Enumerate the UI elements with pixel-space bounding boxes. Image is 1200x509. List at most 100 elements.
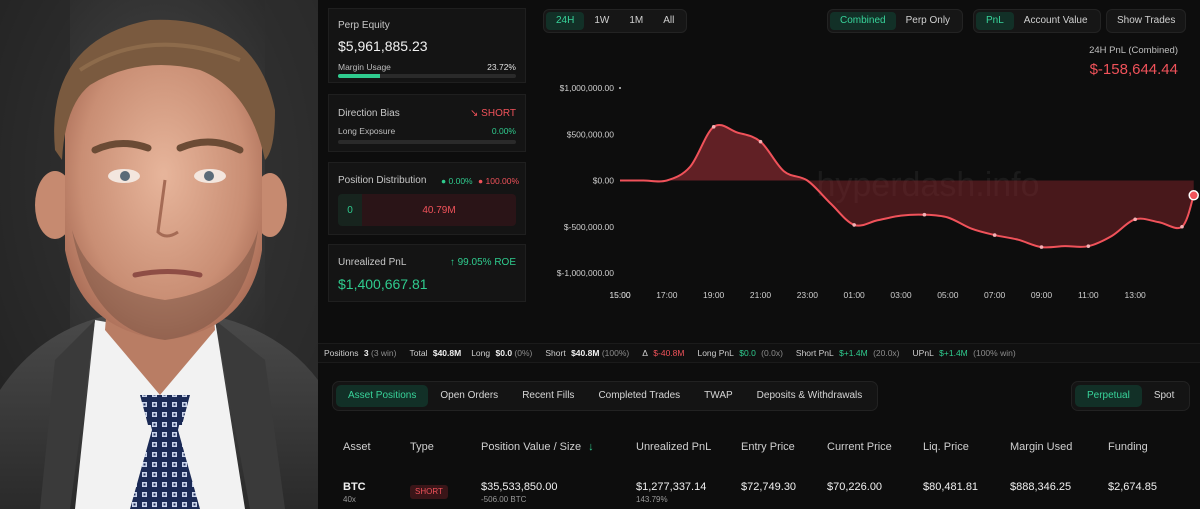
y-tick-label: $500,000.00 <box>567 129 615 139</box>
stat-total: Total $40.8M <box>409 348 462 358</box>
x-tick-label: 05:00 <box>937 290 959 300</box>
mode-selector: Combined Perp Only <box>827 9 964 33</box>
tab-completed-trades[interactable]: Completed Trades <box>598 390 681 401</box>
data-point <box>758 139 763 144</box>
margin-usage-bar-fill <box>338 74 381 78</box>
cell-liq-price: $80,481.81 <box>923 481 979 493</box>
stat-upnl: UPnL $+1.4M (100% win) <box>912 348 1016 358</box>
timeframe-24h[interactable]: 24H <box>546 12 585 30</box>
stat-long-pnl: Long PnL $0.0 (0.0x) <box>697 348 783 358</box>
cell-unrealized-pct: 143.79% <box>636 495 668 504</box>
cell-entry-price: $72,749.30 <box>741 481 797 493</box>
x-tick-label: 17:00 <box>656 290 678 300</box>
perp-equity-card: Perp Equity $5,961,885.23 Margin Usage 2… <box>328 8 526 83</box>
metric-account-value[interactable]: Account Value <box>1023 15 1088 26</box>
y-tick-label: $0.00 <box>593 176 615 186</box>
pnl-area-positive <box>620 124 1194 181</box>
data-point <box>1039 245 1044 249</box>
mode-perp-only[interactable]: Perp Only <box>905 15 951 26</box>
short-dot-icon: ● <box>478 176 484 186</box>
direction-bias-label: Direction Bias <box>338 108 400 119</box>
stat-long: Long $0.0 (0%) <box>471 348 533 358</box>
col-margin-used[interactable]: Margin Used <box>1010 441 1073 453</box>
stat-short-pnl: Short PnL $+1.4M (20.0x) <box>795 348 900 358</box>
x-tick-label: 01:00 <box>844 290 866 300</box>
y-tick-label: $-500,000.00 <box>564 222 614 232</box>
position-distribution-card: Position Distribution ● 0.00% ● 100.00% … <box>328 162 526 235</box>
data-point <box>1086 244 1091 248</box>
long-exposure-label: Long Exposure <box>338 126 396 136</box>
positions-tabs: Asset Positions Open Orders Recent Fills Co… <box>332 381 879 411</box>
cell-position-value: $35,533,850.00 <box>481 481 558 493</box>
cell-unrealized-pnl: $1,277,337.14 <box>636 481 707 493</box>
x-tick-label: 23:00 <box>797 290 819 300</box>
pnl-area-negative <box>620 180 1194 248</box>
long-exposure-value: 0.00% <box>491 126 516 136</box>
dist-short-pct: 100.00% <box>485 176 520 186</box>
cell-current-price: $70,226.00 <box>827 481 883 493</box>
sort-down-icon: ↓ <box>588 441 594 453</box>
arrow-up-icon: ↑ <box>449 257 455 268</box>
market-perpetual[interactable]: Perpetual <box>1075 385 1142 407</box>
data-point <box>992 233 997 237</box>
unrealized-roe-text: 99.05% ROE <box>457 257 516 268</box>
direction-bias-value: ↘ SHORT <box>470 108 516 119</box>
x-tick-label: 03:00 <box>890 290 912 300</box>
col-liq-price[interactable]: Liq. Price <box>923 441 969 453</box>
tab-open-orders[interactable]: Open Orders <box>440 390 499 401</box>
col-entry-price[interactable]: Entry Price <box>741 441 795 453</box>
col-asset[interactable]: Asset <box>343 441 371 453</box>
dist-short-amount: 40.79M <box>362 194 516 226</box>
trend-down-icon: ↘ <box>470 108 479 119</box>
portrait-photo <box>0 0 318 509</box>
col-unrealized-pnl[interactable]: Unrealized PnL <box>636 441 712 453</box>
direction-bias-text: SHORT <box>481 108 516 119</box>
y-tick-label: $-1,000,000.00 <box>557 268 614 278</box>
show-trades-label: Show Trades <box>1117 15 1176 26</box>
tab-twap[interactable]: TWAP <box>704 390 733 401</box>
data-point <box>1133 217 1137 222</box>
x-tick-label: 21:00 <box>750 290 772 300</box>
perp-equity-value: $5,961,885.23 <box>338 38 428 54</box>
x-tick-label: 15:00 <box>609 290 631 300</box>
cell-size: -506.00 BTC <box>481 495 527 504</box>
data-point <box>922 212 927 217</box>
stat-short: Short $40.8M (100%) <box>545 348 630 358</box>
portrait-illustration <box>0 0 318 509</box>
timeframe-selector: 24H 1W 1M All <box>543 9 688 33</box>
unrealized-pnl-card: Unrealized PnL ↑ 99.05% ROE $1,400,667.8… <box>328 244 526 302</box>
tab-recent-fills[interactable]: Recent Fills <box>522 390 575 401</box>
pnl-header-label: 24H PnL (Combined) <box>1089 45 1178 56</box>
margin-usage-value: 23.72% <box>487 62 516 72</box>
mode-combined[interactable]: Combined <box>830 12 896 30</box>
dashboard: Perp Equity $5,961,885.23 Margin Usage 2… <box>318 0 1200 509</box>
cell-leverage: 40x <box>343 495 356 504</box>
position-distribution-label: Position Distribution <box>338 175 427 186</box>
metric-pnl[interactable]: PnL <box>976 12 1014 30</box>
x-tick-label: 15:00 <box>609 290 631 300</box>
market-spot[interactable]: Spot <box>1153 390 1175 401</box>
margin-usage-label: Margin Usage <box>338 62 391 72</box>
tab-deposits-withdrawals[interactable]: Deposits & Withdrawals <box>756 390 863 401</box>
unrealized-pnl-label: Unrealized PnL <box>338 257 407 268</box>
x-tick-label: 09:00 <box>1031 290 1053 300</box>
col-current-price[interactable]: Current Price <box>827 441 892 453</box>
data-point <box>852 223 856 227</box>
show-trades-button[interactable]: Show Trades <box>1106 9 1187 33</box>
stat-positions: Positions 3 (3 win) <box>324 348 397 358</box>
x-tick-label: 11:00 <box>1078 290 1099 300</box>
tab-asset-positions[interactable]: Asset Positions <box>336 385 429 407</box>
timeframe-all[interactable]: All <box>663 15 675 26</box>
col-type[interactable]: Type <box>410 441 434 453</box>
timeframe-1w[interactable]: 1W <box>594 15 610 26</box>
unrealized-pnl-value: $1,400,667.81 <box>338 276 428 292</box>
cell-asset[interactable]: BTC <box>343 481 366 493</box>
dist-long-amount: 0 <box>338 194 362 226</box>
timeframe-1m[interactable]: 1M <box>629 15 644 26</box>
distribution-legend: ● 0.00% ● 100.00% <box>441 176 519 186</box>
col-funding[interactable]: Funding <box>1108 441 1148 453</box>
dist-long-pct: 0.00% <box>448 176 473 186</box>
perp-equity-label: Perp Equity <box>338 20 390 31</box>
col-position-value[interactable]: Position Value / Size ↓ <box>481 441 594 453</box>
type-badge: SHORT <box>410 485 448 499</box>
